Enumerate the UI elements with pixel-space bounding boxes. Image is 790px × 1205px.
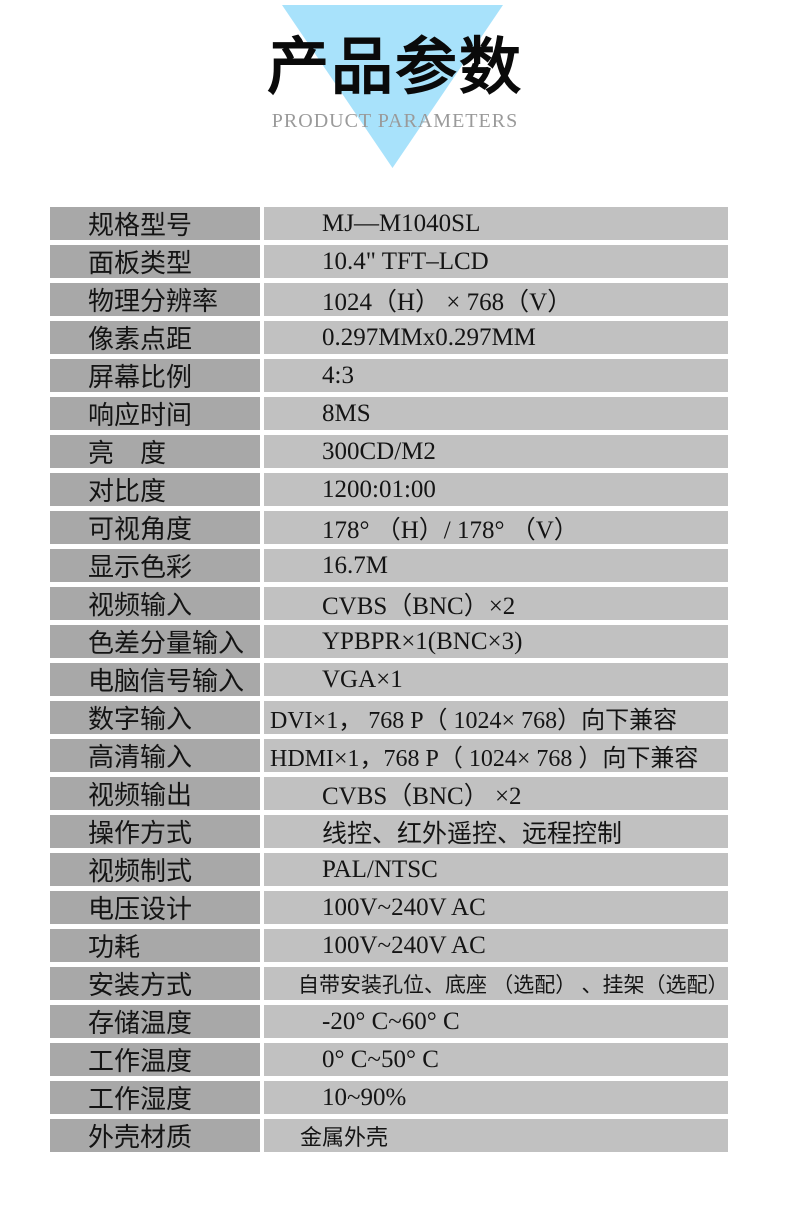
spec-label: 工作湿度 <box>50 1081 260 1114</box>
spec-value: 300CD/M2 <box>264 435 728 468</box>
spec-value: 100V~240V AC <box>264 929 728 962</box>
spec-label: 安装方式 <box>50 967 260 1000</box>
spec-label: 操作方式 <box>50 815 260 848</box>
spec-row: 视频制式 PAL/NTSC <box>50 853 728 886</box>
spec-row: 响应时间 8MS <box>50 397 728 430</box>
spec-label: 面板类型 <box>50 245 260 278</box>
spec-row: 工作湿度 10~90% <box>50 1081 728 1114</box>
spec-value: 自带安装孔位、底座 （选配） 、挂架（选配） <box>264 967 728 1000</box>
spec-label: 对比度 <box>50 473 260 506</box>
spec-label: 数字输入 <box>50 701 260 734</box>
spec-label: 视频输入 <box>50 587 260 620</box>
spec-label: 工作温度 <box>50 1043 260 1076</box>
spec-label: 功耗 <box>50 929 260 962</box>
spec-row: 安装方式 自带安装孔位、底座 （选配） 、挂架（选配） <box>50 967 728 1000</box>
spec-row: 规格型号 MJ—M1040SL <box>50 207 728 240</box>
spec-label: 视频输出 <box>50 777 260 810</box>
spec-value: 1024（H） × 768（V） <box>264 283 728 316</box>
spec-row: 电脑信号输入 VGA×1 <box>50 663 728 696</box>
spec-row: 功耗 100V~240V AC <box>50 929 728 962</box>
spec-label: 色差分量输入 <box>50 625 260 658</box>
spec-value: 10.4" TFT–LCD <box>264 245 728 278</box>
spec-value: 金属外壳 <box>264 1119 728 1152</box>
spec-row: 工作温度 0° C~50° C <box>50 1043 728 1076</box>
spec-row: 像素点距 0.297MMx0.297MM <box>50 321 728 354</box>
spec-row: 外壳材质 金属外壳 <box>50 1119 728 1152</box>
spec-label: 高清输入 <box>50 739 260 772</box>
spec-label: 屏幕比例 <box>50 359 260 392</box>
spec-row: 亮 度 300CD/M2 <box>50 435 728 468</box>
spec-value: 1200:01:00 <box>264 473 728 506</box>
spec-label: 电脑信号输入 <box>50 663 260 696</box>
spec-value: YPBPR×1(BNC×3) <box>264 625 728 658</box>
spec-row: 视频输出 CVBS（BNC） ×2 <box>50 777 728 810</box>
spec-label: 视频制式 <box>50 853 260 886</box>
spec-value: 16.7M <box>264 549 728 582</box>
spec-row: 高清输入 HDMI×1，768 P（ 1024× 768 ）向下兼容 <box>50 739 728 772</box>
spec-label: 存储温度 <box>50 1005 260 1038</box>
spec-row: 显示色彩 16.7M <box>50 549 728 582</box>
spec-row: 电压设计 100V~240V AC <box>50 891 728 924</box>
spec-value: -20° C~60° C <box>264 1005 728 1038</box>
header: 产品参数 PRODUCT PARAMETERS <box>0 0 790 207</box>
spec-label: 可视角度 <box>50 511 260 544</box>
spec-row: 对比度 1200:01:00 <box>50 473 728 506</box>
spec-label: 电压设计 <box>50 891 260 924</box>
spec-value: 100V~240V AC <box>264 891 728 924</box>
spec-row: 物理分辨率 1024（H） × 768（V） <box>50 283 728 316</box>
spec-value: 0° C~50° C <box>264 1043 728 1076</box>
spec-value: CVBS（BNC） ×2 <box>264 777 728 810</box>
spec-label: 响应时间 <box>50 397 260 430</box>
spec-label: 显示色彩 <box>50 549 260 582</box>
spec-value: VGA×1 <box>264 663 728 696</box>
spec-value: PAL/NTSC <box>264 853 728 886</box>
spec-label: 像素点距 <box>50 321 260 354</box>
spec-value: CVBS（BNC）×2 <box>264 587 728 620</box>
spec-row: 可视角度 178° （H）/ 178° （V） <box>50 511 728 544</box>
spec-value: 178° （H）/ 178° （V） <box>264 511 728 544</box>
spec-value: 0.297MMx0.297MM <box>264 321 728 354</box>
spec-row: 视频输入 CVBS（BNC）×2 <box>50 587 728 620</box>
spec-value: 10~90% <box>264 1081 728 1114</box>
page-title: 产品参数 <box>266 33 523 102</box>
spec-value: 4:3 <box>264 359 728 392</box>
spec-value: DVI×1， 768 P（ 1024× 768）向下兼容 <box>264 701 728 734</box>
spec-value: MJ—M1040SL <box>264 207 728 240</box>
page-subtitle: PRODUCT PARAMETERS <box>271 110 519 132</box>
spec-row: 操作方式 线控、红外遥控、远程控制 <box>50 815 728 848</box>
spec-value: 8MS <box>264 397 728 430</box>
spec-label: 物理分辨率 <box>50 283 260 316</box>
spec-value: 线控、红外遥控、远程控制 <box>264 815 728 848</box>
spec-row: 色差分量输入 YPBPR×1(BNC×3) <box>50 625 728 658</box>
spec-label: 亮 度 <box>50 435 260 468</box>
spec-value: HDMI×1，768 P（ 1024× 768 ）向下兼容 <box>264 739 728 772</box>
spec-label: 规格型号 <box>50 207 260 240</box>
spec-label: 外壳材质 <box>50 1119 260 1152</box>
spec-row: 面板类型 10.4" TFT–LCD <box>50 245 728 278</box>
spec-table: 规格型号 MJ—M1040SL 面板类型 10.4" TFT–LCD 物理分辨率… <box>50 207 728 1157</box>
spec-row: 数字输入 DVI×1， 768 P（ 1024× 768）向下兼容 <box>50 701 728 734</box>
spec-row: 存储温度 -20° C~60° C <box>50 1005 728 1038</box>
spec-row: 屏幕比例 4:3 <box>50 359 728 392</box>
